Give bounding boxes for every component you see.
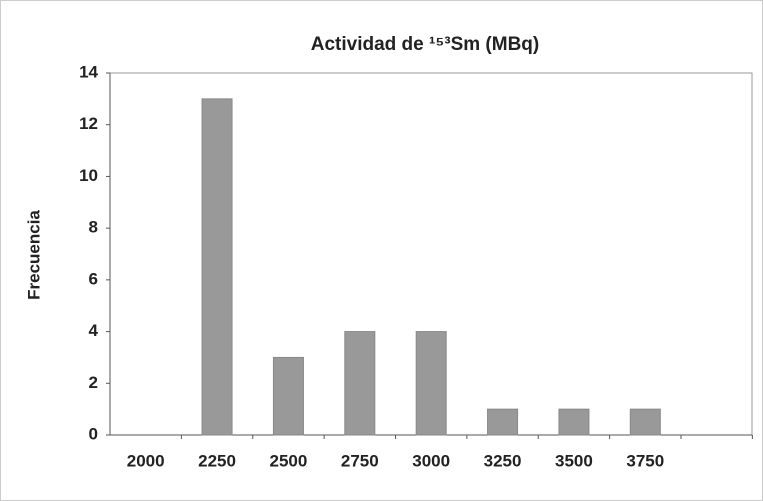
- y-tick-label: 8: [89, 218, 98, 237]
- y-tick-label: 2: [89, 373, 98, 392]
- x-tick-label: 3750: [626, 451, 664, 470]
- bar: [344, 331, 376, 436]
- x-tick-label: 3500: [555, 451, 593, 470]
- chart-title: Actividad de ¹⁵³Sm (MBq): [311, 34, 539, 55]
- bar: [487, 408, 519, 436]
- x-tick-label: 2250: [198, 451, 236, 470]
- y-tick-label: 0: [89, 424, 98, 443]
- x-tick-label: 2750: [341, 451, 379, 470]
- y-tick-label: 4: [89, 321, 99, 340]
- y-tick-label: 14: [79, 62, 98, 81]
- bar: [415, 331, 447, 436]
- bar: [629, 408, 661, 436]
- x-tick-label: 2500: [270, 451, 308, 470]
- bar: [201, 98, 233, 436]
- y-tick-label: 10: [79, 166, 98, 185]
- y-tick-label: 6: [89, 269, 98, 288]
- y-tick-label: 12: [79, 114, 98, 133]
- x-tick-label: 3000: [412, 451, 450, 470]
- bar: [272, 356, 304, 436]
- y-axis-label: Frecuencia: [24, 210, 43, 300]
- x-tick-label: 2000: [127, 451, 165, 470]
- bar: [558, 408, 590, 436]
- x-tick-label: 3250: [484, 451, 522, 470]
- plot-border: [110, 72, 753, 435]
